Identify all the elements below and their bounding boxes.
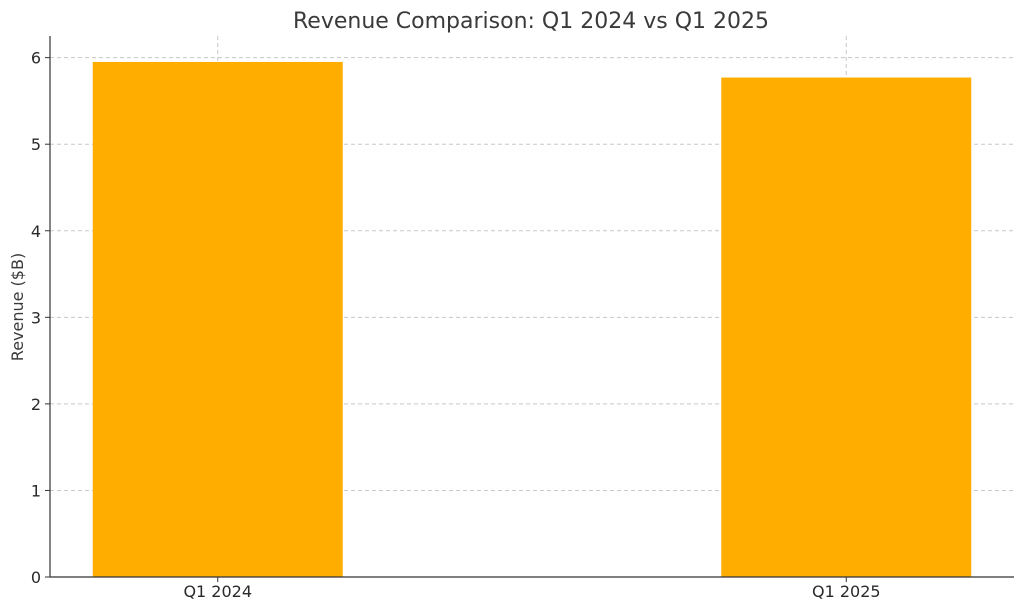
y-tick-label: 5 <box>31 135 41 154</box>
bar-q1-2024 <box>92 61 343 577</box>
y-tick-label: 1 <box>31 481 41 500</box>
bar-q1-2025 <box>721 77 972 577</box>
tick-layer: 0 1 2 3 4 5 6 Q1 2024 Q1 2025 <box>31 49 881 601</box>
y-tick-label: 6 <box>31 49 41 68</box>
x-tick-label: Q1 2024 <box>183 582 252 601</box>
y-tick-label: 2 <box>31 395 41 414</box>
axis-layer <box>49 36 1014 578</box>
y-axis-label: Revenue ($B) <box>8 253 27 361</box>
chart-title: Revenue Comparison: Q1 2024 vs Q1 2025 <box>293 9 769 34</box>
x-tick-label: Q1 2025 <box>812 582 881 601</box>
y-tick-label: 3 <box>31 308 41 327</box>
bar-layer <box>92 61 972 577</box>
y-tick-label: 0 <box>31 568 41 587</box>
y-tick-label: 4 <box>31 222 41 241</box>
